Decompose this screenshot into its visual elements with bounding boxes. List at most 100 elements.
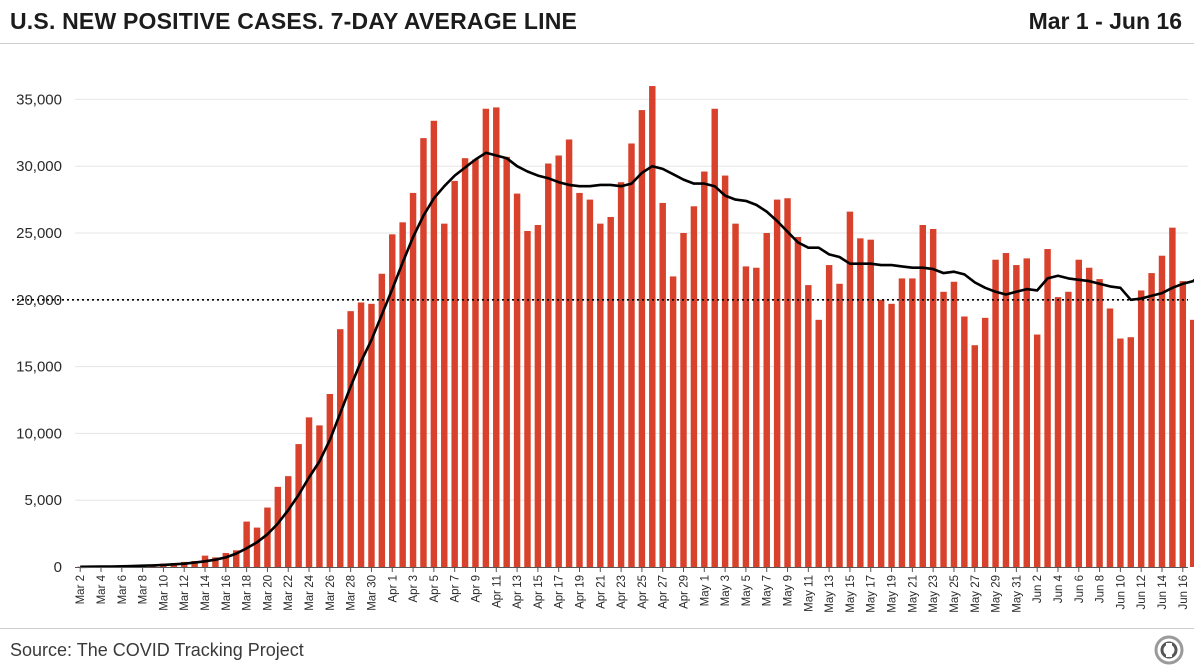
y-tick-label: 15,000 (16, 359, 62, 376)
x-tick-label: May 9 (783, 575, 795, 606)
bar (877, 299, 885, 567)
bar (1065, 291, 1072, 567)
bar (919, 224, 926, 567)
x-tick-label: Jun 8 (1095, 575, 1107, 603)
bar (732, 223, 739, 567)
bar (898, 278, 906, 567)
x-tick-label: Apr 11 (491, 575, 503, 608)
daily-cases-bars (76, 86, 1194, 568)
bar (1169, 227, 1176, 567)
x-tick-label: Apr 9 (471, 575, 483, 603)
bar (1137, 290, 1145, 567)
bar (815, 319, 822, 567)
bar (846, 211, 854, 567)
x-tick-label: Apr 15 (533, 575, 545, 609)
bar (888, 303, 895, 567)
x-tick-label: Mar 4 (96, 574, 108, 604)
y-tick-label: 5,000 (24, 492, 62, 509)
x-tick-label: Mar 22 (283, 575, 295, 611)
bar (711, 108, 718, 567)
y-tick-label: 25,000 (16, 225, 62, 242)
bar (929, 228, 937, 567)
y-axis-tick-labels: 0 5,000 10,000 15,000 20,000 25,000 30,000 35,0… (16, 91, 62, 576)
x-tick-label: May 23 (928, 575, 940, 613)
bar (805, 285, 812, 567)
bar (742, 266, 750, 567)
x-tick-label: Mar 18 (242, 575, 254, 611)
bar (524, 230, 531, 567)
bar (326, 393, 334, 567)
x-tick-label: Jun 14 (1157, 574, 1169, 609)
bar (409, 192, 417, 568)
x-tick-label: May 19 (887, 575, 899, 613)
bar (701, 171, 708, 567)
bar (1106, 308, 1114, 567)
cases-chart: 0 5,000 10,000 15,000 20,000 25,000 30,000 35,0… (12, 86, 1194, 613)
bar (1158, 255, 1166, 567)
y-tick-label: 35,000 (16, 91, 62, 108)
x-tick-label: Mar 6 (117, 575, 129, 604)
x-axis (75, 567, 1188, 572)
x-tick-label: May 21 (907, 575, 919, 613)
bar (565, 139, 573, 567)
bar (576, 192, 583, 568)
x-tick-label: Mar 20 (262, 575, 274, 611)
x-tick-label: Mar 14 (200, 574, 212, 610)
bar (555, 155, 562, 567)
x-tick-label: Apr 21 (595, 575, 607, 609)
bar (347, 311, 354, 567)
x-tick-label: Apr 5 (429, 575, 441, 603)
seven-day-average-line (80, 151, 1194, 569)
bar (337, 329, 344, 567)
x-tick-label: Apr 1 (387, 575, 399, 603)
bar (545, 163, 552, 567)
source-label: Source: The COVID Tracking Project (10, 640, 304, 660)
x-tick-label: May 5 (741, 575, 753, 606)
x-tick-label: Apr 19 (575, 575, 587, 609)
bar (607, 216, 614, 567)
bar (493, 107, 500, 567)
bar (669, 276, 677, 567)
x-tick-label: Jun 12 (1136, 575, 1148, 610)
bar (420, 138, 427, 568)
bar (961, 316, 968, 567)
bar (503, 156, 510, 567)
bar (1179, 281, 1187, 567)
bar (430, 120, 438, 567)
x-tick-label: May 31 (1011, 575, 1023, 613)
x-tick-label: May 11 (803, 575, 815, 612)
x-tick-label: Mar 8 (138, 575, 150, 604)
x-tick-label: Mar 30 (367, 575, 379, 611)
bar (1096, 279, 1103, 567)
y-tick-label: 10,000 (16, 425, 62, 442)
bar (441, 223, 448, 567)
x-tick-label: May 1 (699, 575, 711, 606)
bar (690, 206, 698, 567)
x-tick-label: Jun 10 (1115, 575, 1127, 610)
x-tick-label: Mar 10 (158, 575, 170, 611)
bar (753, 267, 760, 567)
x-tick-label: May 15 (845, 575, 857, 613)
bar (836, 283, 843, 567)
y-tick-label: 20,000 (16, 292, 62, 309)
bar (628, 143, 635, 567)
bar (399, 222, 406, 567)
x-tick-label: Apr 27 (658, 575, 670, 609)
bar (950, 281, 958, 567)
bar (940, 291, 947, 567)
bar (513, 193, 521, 567)
bar (253, 527, 261, 567)
bar (586, 199, 594, 567)
bar (992, 259, 999, 567)
bar (233, 550, 240, 567)
bar (659, 202, 666, 567)
bar (981, 317, 989, 567)
x-tick-label: Mar 26 (325, 575, 337, 611)
bar (534, 224, 542, 567)
bar (482, 108, 490, 567)
bar (1013, 265, 1020, 567)
bar (794, 237, 802, 567)
x-tick-label: Jun 16 (1178, 575, 1190, 610)
x-tick-label: Mar 28 (346, 575, 358, 611)
x-tick-label: Mar 24 (304, 574, 316, 610)
